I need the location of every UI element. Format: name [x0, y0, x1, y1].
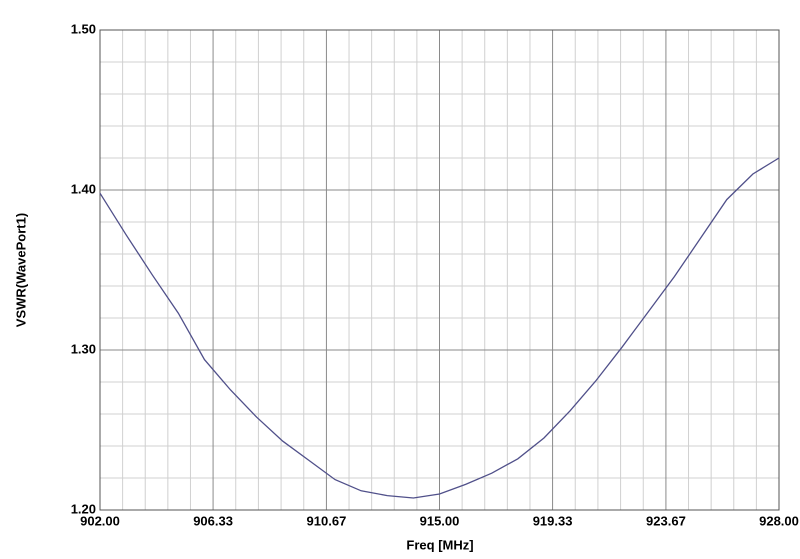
data-line: [99, 157, 780, 499]
x-tick-label: 919.33: [533, 513, 573, 528]
plot-frame: [99, 29, 780, 511]
x-tick-label: 928.00: [759, 513, 799, 528]
x-tick-label: 906.33: [193, 513, 233, 528]
y-tick-label: 1.20: [71, 501, 96, 516]
x-tick-label: 915.00: [420, 513, 460, 528]
y-tick-label: 1.30: [71, 341, 96, 356]
x-axis-label: Freq [MHz]: [406, 537, 473, 552]
x-tick-label: 902.00: [80, 513, 120, 528]
x-tick-label: 910.67: [307, 513, 347, 528]
x-tick-label: 923.67: [646, 513, 686, 528]
y-tick-label: 1.40: [71, 181, 96, 196]
y-axis-label: VSWR(WavePort1): [13, 213, 28, 327]
y-tick-label: 1.50: [71, 21, 96, 36]
